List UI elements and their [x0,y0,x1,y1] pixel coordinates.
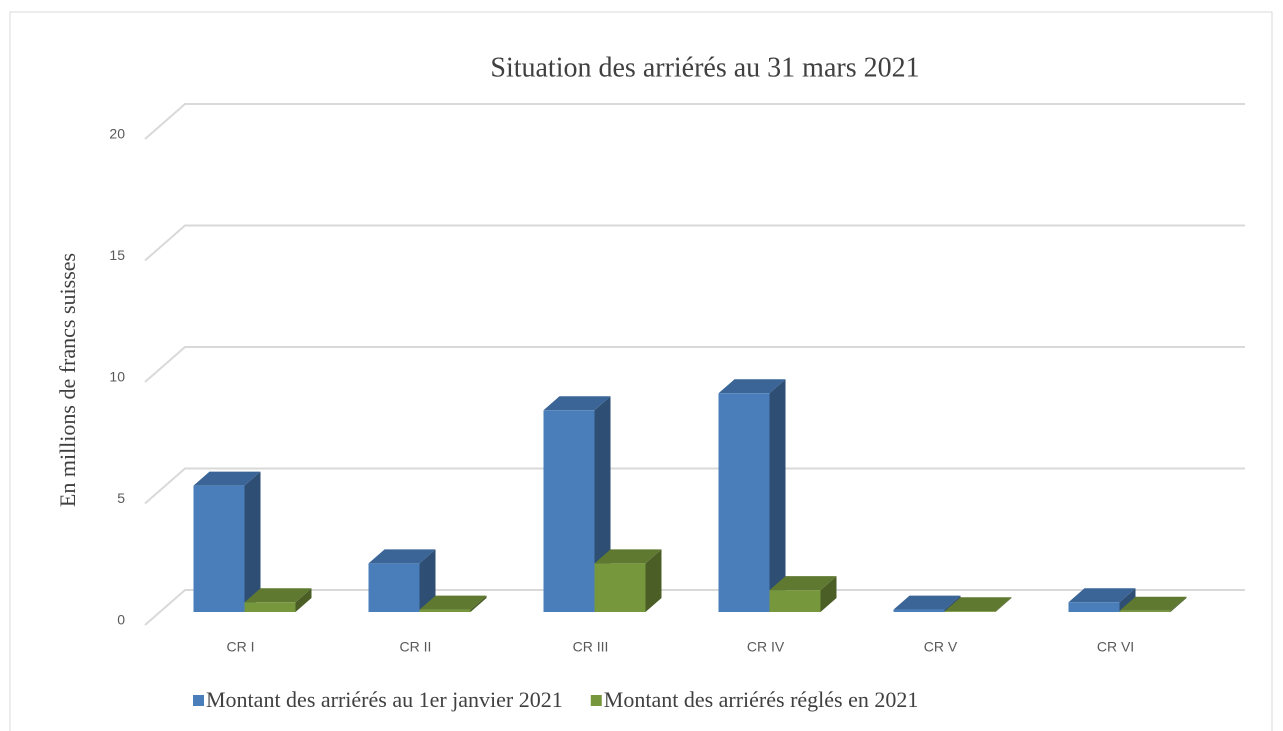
bar-side [995,597,1012,612]
x-tick-label: CR II [400,639,432,655]
y-tick-label: 0 [117,612,125,628]
legend-swatch [193,695,204,706]
x-tick-label: CR IV [747,639,785,655]
bar [244,602,296,612]
bar-side [470,595,487,612]
bar-side [645,549,662,612]
x-tick-label: CR III [573,639,609,655]
bar [419,609,471,612]
chart-title: Situation des arriérés au 31 mars 2021 [490,52,919,83]
legend-swatch [590,695,602,706]
bar-top [543,396,611,411]
bar-top [944,597,1012,612]
x-tick-label: CR VI [1097,639,1134,655]
bar-side [295,588,312,612]
bar-side [244,471,261,612]
grid-line [144,589,1245,626]
y-tick-label: 10 [109,369,125,385]
bar-top [244,588,312,603]
bar-top [368,549,436,564]
bar [543,410,595,612]
legend-label: Montant des arriérés au 1er janvier 2021 [206,687,563,712]
y-tick-label: 15 [109,247,125,263]
bar-top [1119,596,1187,611]
y-axis-label: En millions de francs suisses [55,253,80,507]
bar-side [1119,588,1136,612]
bar [594,563,646,612]
x-tick-label: CR I [227,639,255,655]
bar-top [419,595,487,610]
bar-top [893,595,961,610]
bar-side [1170,596,1187,612]
y-tick-label: 20 [109,126,125,142]
y-tick-label: 5 [117,490,125,506]
bar [1119,610,1171,612]
bar [1068,602,1120,612]
bar-top [718,379,786,394]
grid-line [144,467,1245,505]
bar-top [769,576,837,591]
bar [944,611,996,612]
legend-label: Montant des arriérés réglés en 2021 [604,687,919,712]
bar-top [594,549,662,564]
chart-frame [9,11,1273,731]
grid-line [144,103,1245,140]
grid-line [144,224,1245,262]
bar-side [419,549,436,612]
bar [769,590,821,612]
bar [893,609,945,612]
bar-top [1068,588,1136,603]
bar-side [769,379,786,612]
bar [718,393,770,612]
grid-line [144,346,1245,383]
bar-top [193,471,261,486]
x-tick-label: CR V [924,639,958,655]
bar-side [820,576,837,612]
bar [193,485,245,612]
bar [368,563,420,612]
